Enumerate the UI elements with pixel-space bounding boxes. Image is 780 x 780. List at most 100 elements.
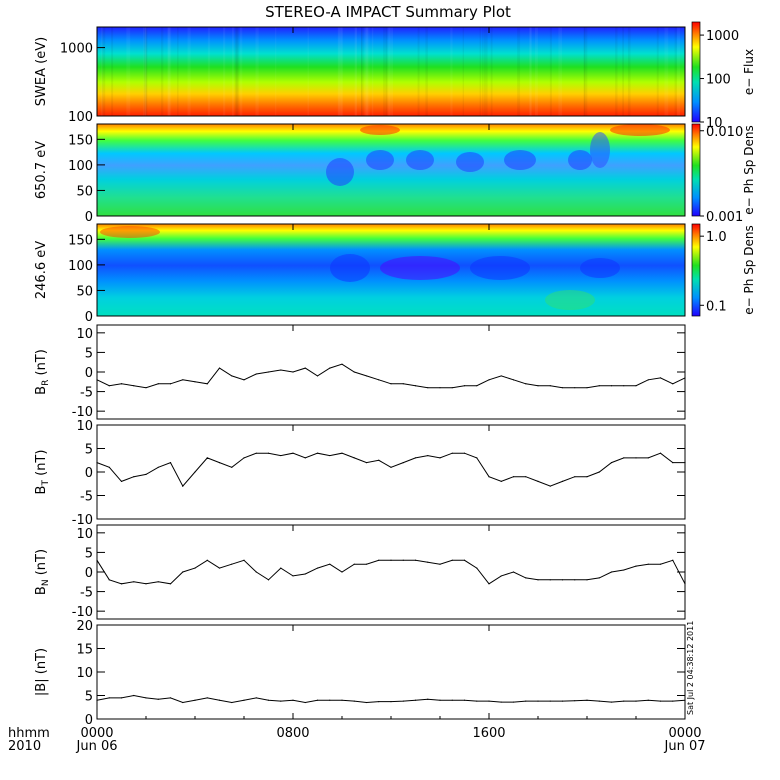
data-point xyxy=(133,581,135,583)
swea-streak xyxy=(483,27,488,116)
swea-streak xyxy=(674,27,677,116)
line-ytick-label: 0 xyxy=(85,466,93,481)
pad650-blob xyxy=(504,150,536,170)
data-point xyxy=(280,567,282,569)
chart-title: STEREO-A IMPACT Summary Plot xyxy=(265,3,511,21)
data-point xyxy=(353,563,355,565)
data-point xyxy=(353,700,355,702)
data-point xyxy=(133,694,135,697)
swea-streak xyxy=(622,27,624,116)
data-point xyxy=(659,377,662,379)
ylabel-unit: (nT) xyxy=(34,450,49,480)
swea-streak xyxy=(371,27,374,116)
data-point xyxy=(316,452,319,454)
colorbar-swea xyxy=(691,21,701,123)
data-point xyxy=(488,583,490,585)
data-point xyxy=(549,385,551,387)
swea-streak xyxy=(167,27,172,116)
swea-streak xyxy=(387,27,390,116)
data-point xyxy=(586,476,588,478)
line-ytick-label: 5 xyxy=(85,690,93,705)
swea-streak xyxy=(364,27,368,116)
pad650-blob xyxy=(456,152,484,172)
pad650-blob xyxy=(326,158,354,186)
swea-heatmap xyxy=(97,27,685,116)
data-point xyxy=(537,700,539,702)
data-point xyxy=(537,579,539,581)
swea-streak xyxy=(187,27,191,116)
data-point xyxy=(561,480,564,482)
data-point xyxy=(96,699,98,701)
x-tick-time: 1600 xyxy=(472,726,505,741)
swea-streak xyxy=(101,27,104,116)
swea-streak xyxy=(145,27,147,116)
data-point xyxy=(574,579,576,581)
data-point xyxy=(169,583,172,585)
data-point xyxy=(598,577,600,579)
colorbar-tick-label: 0.001 xyxy=(706,210,743,225)
line-ytick-label: 15 xyxy=(76,643,93,658)
data-point xyxy=(427,561,429,563)
data-point xyxy=(500,375,502,377)
data-point xyxy=(672,559,674,561)
swea-streak xyxy=(627,27,631,116)
series-line xyxy=(96,559,686,585)
swea-streak xyxy=(143,27,148,116)
swea-streak xyxy=(365,27,370,116)
swea-streak xyxy=(234,27,238,116)
line-ytick-label: 10 xyxy=(76,527,93,542)
line-panel-frame xyxy=(96,424,686,520)
data-point xyxy=(353,371,355,373)
data-point xyxy=(182,571,184,573)
data-point xyxy=(488,700,490,702)
data-point xyxy=(243,379,245,381)
data-point xyxy=(231,701,233,704)
ylabel-unit: (nT) xyxy=(34,349,49,379)
data-point xyxy=(512,476,515,478)
data-point xyxy=(378,379,380,381)
data-point xyxy=(512,571,515,573)
pad650-blob xyxy=(360,125,400,135)
pad246-blob xyxy=(100,226,160,238)
swea-streak xyxy=(384,27,388,116)
colorbar-tick-label: 1000 xyxy=(706,29,739,44)
heatmap-ytick-label: 150 xyxy=(68,233,93,248)
data-point xyxy=(365,563,368,565)
line-ytick-label: 5 xyxy=(85,443,93,458)
data-point xyxy=(194,699,196,701)
data-point xyxy=(476,457,478,459)
data-point xyxy=(610,385,613,387)
heatmap-ytick-label: 0 xyxy=(85,310,93,325)
data-point xyxy=(365,375,368,377)
swea-streak xyxy=(490,27,493,116)
line-panel-frame xyxy=(96,624,686,720)
data-point xyxy=(586,387,588,389)
pad650-blob xyxy=(568,150,592,170)
data-point xyxy=(672,462,674,464)
data-point xyxy=(120,480,123,482)
data-point xyxy=(451,559,453,561)
colorbar-label: e− Flux xyxy=(742,49,756,95)
data-point xyxy=(525,476,527,478)
data-point xyxy=(231,563,233,565)
data-point xyxy=(145,583,147,585)
data-point xyxy=(280,700,282,702)
data-point xyxy=(182,485,184,487)
data-point xyxy=(549,579,551,581)
data-point xyxy=(574,700,576,702)
x-tick-date: Jun 07 xyxy=(664,739,706,754)
swea-streak xyxy=(126,27,131,116)
swea-streak xyxy=(583,27,588,116)
data-point xyxy=(120,383,123,385)
pad246-blob xyxy=(380,256,460,280)
x-row1-label: hhmm xyxy=(8,726,50,741)
swea-streak xyxy=(231,27,234,116)
swea-ytick-label: 100 xyxy=(68,110,93,125)
data-point xyxy=(451,387,453,389)
x-tick-time: 0000 xyxy=(80,726,113,741)
data-point xyxy=(500,701,502,703)
data-point xyxy=(218,367,221,369)
data-point xyxy=(378,559,380,561)
ylabel-sub: N xyxy=(41,579,51,586)
